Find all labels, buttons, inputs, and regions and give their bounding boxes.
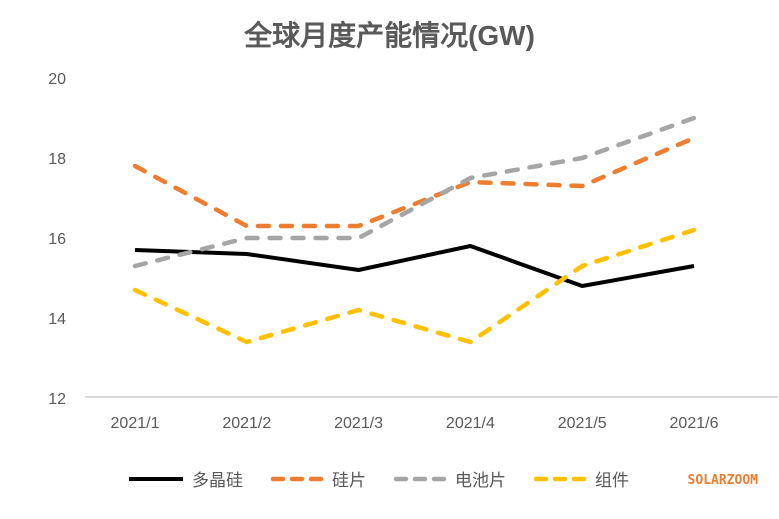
series-line-多晶硅: [134, 244, 695, 288]
y-tick-label: 18: [48, 151, 66, 168]
y-tick-label: 16: [48, 231, 66, 248]
x-tick-label: 2021/1: [111, 415, 160, 432]
legend-label: 多晶硅: [192, 471, 243, 490]
legend-item-wafer[interactable]: 硅片: [270, 466, 366, 491]
solarzoom-logo: SOLARZOOM: [687, 473, 758, 488]
legend-item-module[interactable]: 组件: [533, 466, 629, 491]
chart-title: 全球月度产能情况(GW): [244, 20, 535, 51]
y-tick-label: 14: [48, 311, 66, 328]
legend-label: 组件: [595, 471, 629, 490]
dashed-line-swatch-icon: [270, 476, 324, 481]
x-tick-label: 2021/2: [222, 415, 271, 432]
legend-item-cell[interactable]: 电池片: [393, 466, 506, 491]
legend-item-polysilicon[interactable]: 多晶硅: [128, 466, 243, 491]
solid-line-swatch-icon: [129, 476, 183, 481]
x-tick-label: 2021/5: [558, 415, 607, 432]
x-tick-label: 2021/4: [446, 415, 495, 432]
series-line-组件: [132, 227, 697, 345]
x-tick-label: 2021/6: [670, 415, 719, 432]
x-tick-label: 2021/3: [334, 415, 383, 432]
dashed-line-swatch-icon: [393, 476, 447, 481]
series-line-电池片: [132, 115, 697, 269]
series-line-硅片: [132, 135, 697, 229]
legend-label: 硅片: [332, 471, 366, 490]
y-tick-label: 12: [48, 391, 66, 408]
legend-label: 电池片: [455, 471, 506, 490]
chart-legend: 多晶硅 硅片 电池片 组件: [128, 466, 629, 491]
dashed-line-swatch-icon: [533, 476, 587, 481]
y-tick-label: 20: [48, 71, 66, 88]
